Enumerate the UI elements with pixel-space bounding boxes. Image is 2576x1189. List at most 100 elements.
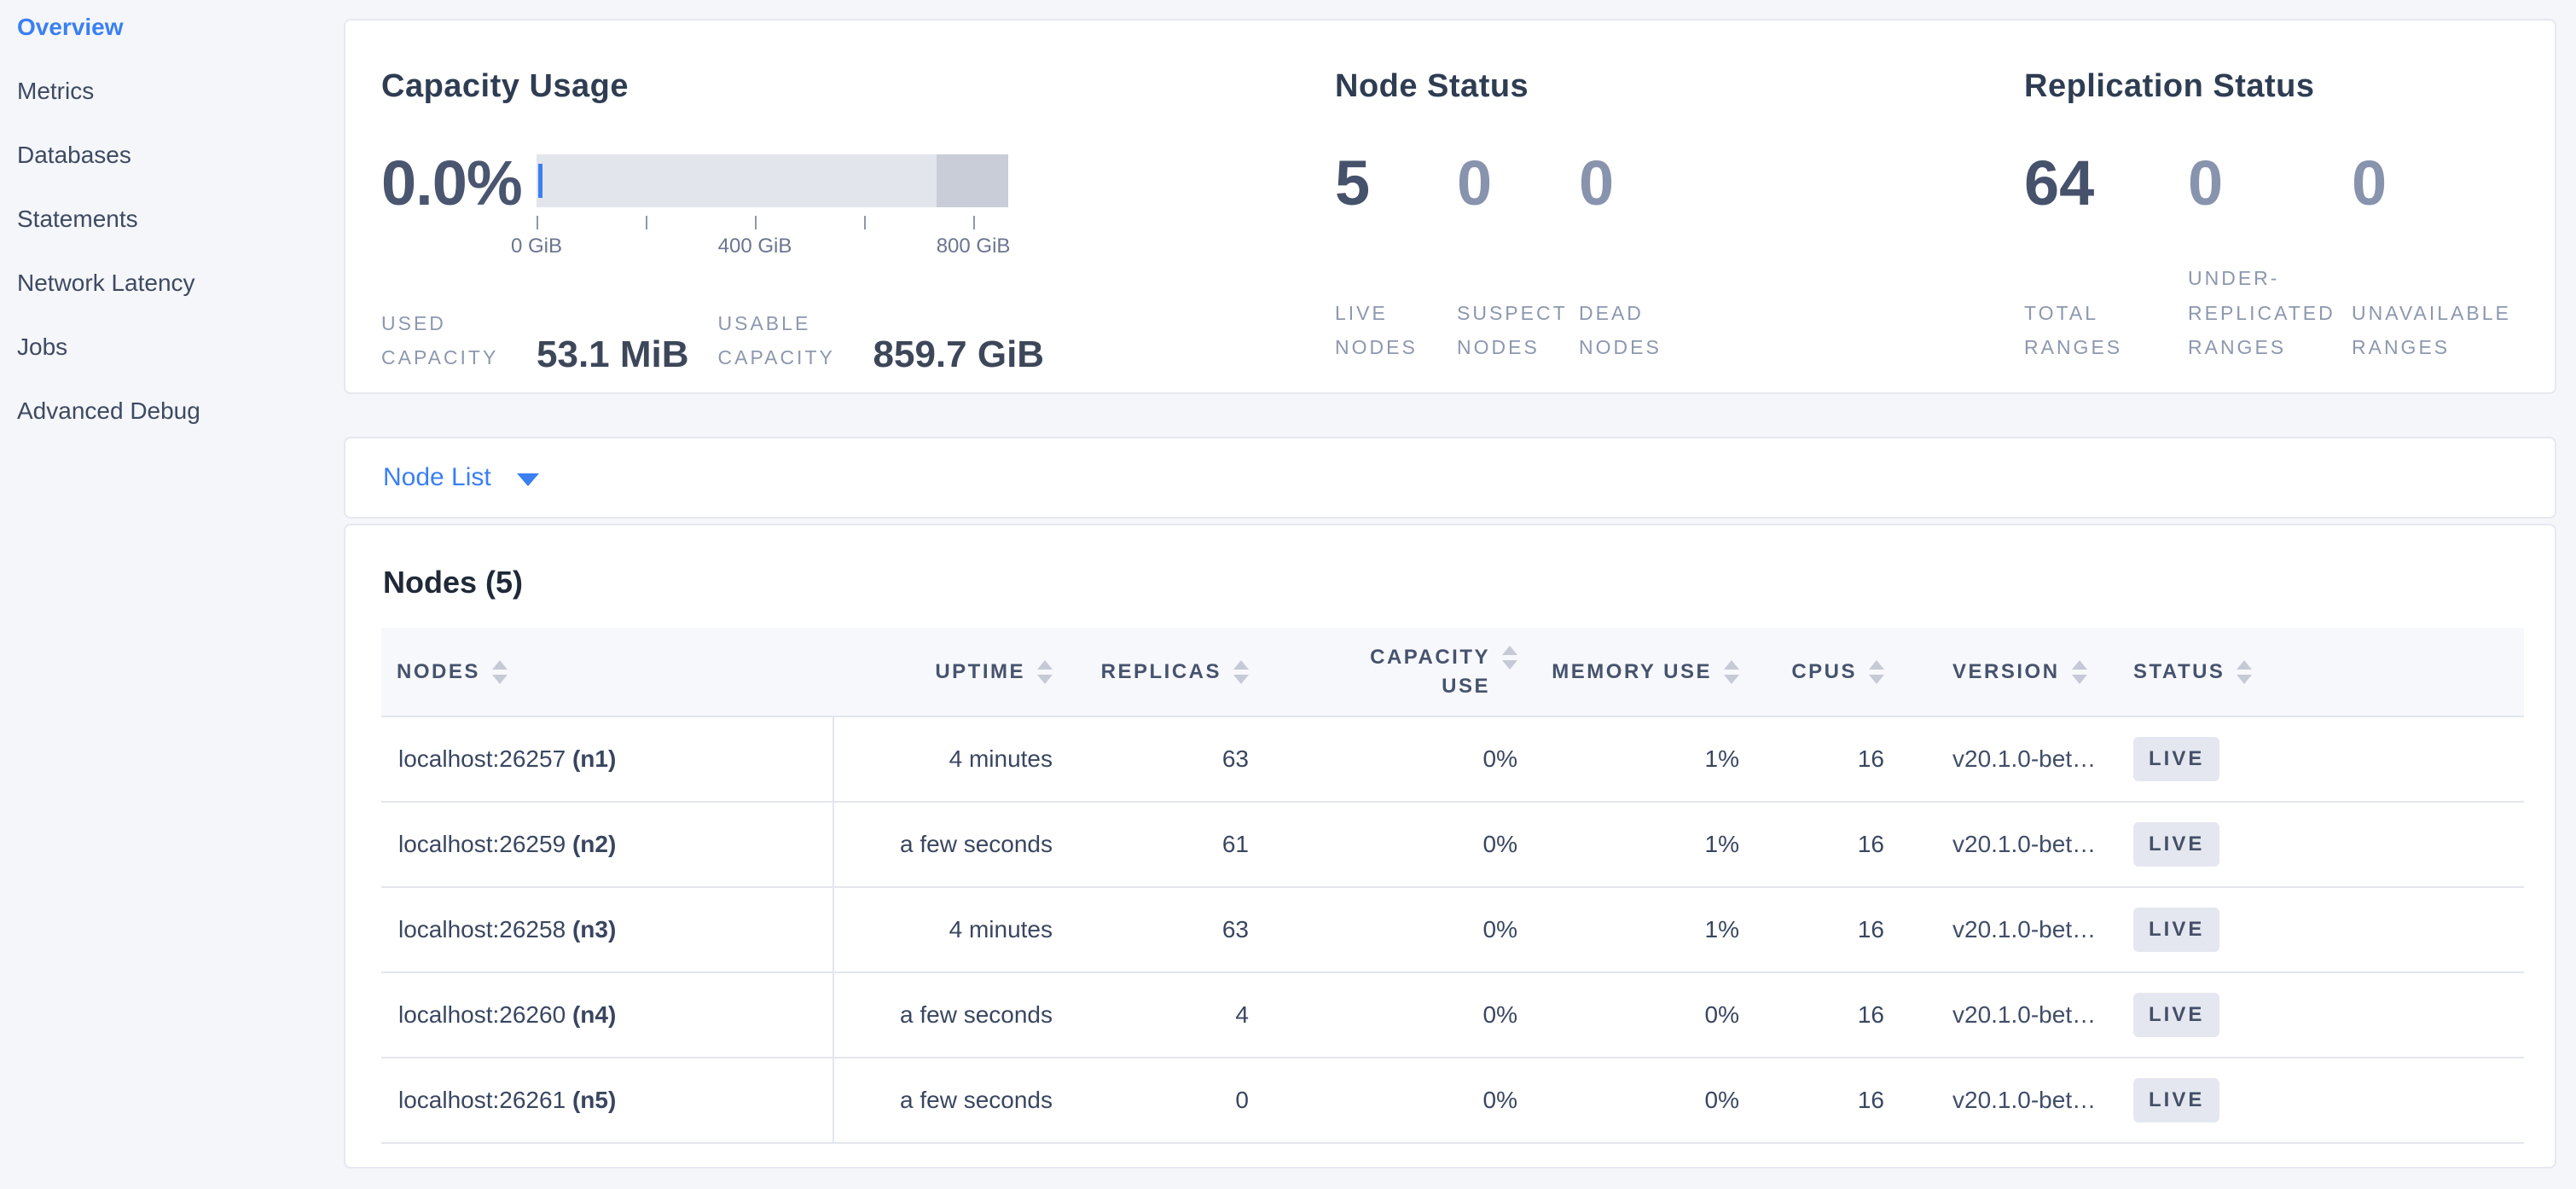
capacity-use-cell: 0%	[1482, 745, 1517, 772]
version-cell: v20.1.0-bet…	[1952, 1087, 2097, 1113]
sort-icon[interactable]	[1233, 659, 1249, 684]
version-cell: v20.1.0-bet…	[1952, 831, 2097, 857]
cpus-cell: 16	[1857, 916, 1884, 942]
capacity-used-percent: 0.0%	[381, 148, 523, 218]
sidebar-item-jobs[interactable]: Jobs	[17, 334, 68, 360]
column-header-memory-use[interactable]: MEMORY USE	[1517, 628, 1739, 716]
status-cell: LIVE	[2106, 887, 2524, 972]
sort-icon[interactable]	[491, 659, 508, 684]
table-header-row: NODES UPTIME REPLICAS CAPACITY USE MEMOR…	[381, 628, 2524, 716]
capacity-use-cell: 0%	[1482, 1087, 1517, 1113]
status-cell: LIVE	[2106, 972, 2524, 1058]
sort-icon[interactable]	[1869, 659, 1884, 684]
node-id: (n3)	[571, 916, 617, 942]
status-cell: LIVE	[2106, 1058, 2524, 1143]
uptime-cell: 4 minutes	[949, 916, 1053, 942]
under-replicated-ranges-count: 0	[2188, 148, 2224, 218]
sidebar-item-statements[interactable]: Statements	[17, 206, 138, 232]
nodes-table-card: Nodes (5) NODES UPTIME REPLICAS CAPACITY…	[344, 524, 2556, 1169]
axis-tick	[537, 216, 538, 229]
sort-icon[interactable]	[1037, 659, 1053, 684]
replicas-cell: 61	[1221, 831, 1249, 857]
live-nodes-label: LIVE NODES	[1335, 301, 1418, 358]
column-header-capacity-use[interactable]: CAPACITY USE	[1249, 628, 1517, 716]
nodes-table-heading: Nodes (5)	[383, 565, 524, 600]
sidebar-item-network-latency[interactable]: Network Latency	[17, 270, 195, 296]
column-header-uptime[interactable]: UPTIME	[833, 628, 1053, 716]
node-address-cell[interactable]: localhost:26259 (n2)	[381, 802, 834, 887]
capacity-bar-chart: 0 GiB 400 GiB 800 GiB	[511, 154, 1011, 267]
node-address-cell[interactable]: localhost:26260 (n4)	[381, 972, 834, 1058]
view-selector-card: Node List	[344, 437, 2556, 519]
status-cell: LIVE	[2106, 716, 2524, 802]
column-header-replicas[interactable]: REPLICAS	[1053, 628, 1249, 716]
usable-capacity-label: USABLE CAPACITY	[717, 312, 835, 369]
unavailable-ranges-count: 0	[2352, 148, 2387, 218]
cpus-cell: 16	[1857, 831, 1884, 857]
node-address-cell[interactable]: localhost:26258 (n3)	[381, 887, 834, 972]
axis-tick-label: 400 GiB	[717, 235, 792, 258]
capacity-bar-track	[537, 154, 1008, 207]
replicas-cell: 0	[1235, 1087, 1249, 1113]
axis-tick-label: 0 GiB	[510, 235, 563, 258]
capacity-bar-used-marker	[538, 164, 542, 198]
cluster-summary-card: Capacity Usage 0.0% 0 GiB 400 GiB 800 Gi…	[344, 19, 2556, 394]
used-capacity-label: USED CAPACITY	[381, 312, 499, 369]
suspect-nodes-count: 0	[1457, 148, 1493, 218]
column-header-version[interactable]: VERSION	[1884, 628, 2106, 716]
cpus-cell: 16	[1857, 1001, 1884, 1028]
uptime-cell: a few seconds	[900, 831, 1053, 857]
sidebar-item-databases[interactable]: Databases	[17, 142, 131, 168]
uptime-cell: a few seconds	[900, 1001, 1053, 1028]
unavailable-ranges-label: UNAVAILABLE RANGES	[2352, 301, 2511, 358]
table-row: localhost:26259 (n2) a few seconds 61 0%…	[381, 802, 2524, 887]
capacity-use-cell: 0%	[1482, 1001, 1517, 1028]
table-row: localhost:26257 (n1) 4 minutes 63 0% 1% …	[381, 716, 2524, 802]
sidebar-item-overview[interactable]: Overview	[17, 14, 124, 40]
sort-icon[interactable]	[1502, 645, 1517, 670]
sidebar-item-advanced-debug[interactable]: Advanced Debug	[17, 397, 200, 424]
column-header-cpus[interactable]: CPUS	[1739, 628, 1884, 716]
version-cell: v20.1.0-bet…	[1952, 916, 2097, 942]
table-row: localhost:26261 (n5) a few seconds 0 0% …	[381, 1058, 2524, 1143]
node-id: (n1)	[571, 745, 617, 772]
sort-icon[interactable]	[2237, 659, 2253, 684]
replicas-cell: 63	[1221, 916, 1249, 942]
replication-status-title: Replication Status	[2024, 68, 2315, 104]
capacity-use-cell: 0%	[1482, 831, 1517, 857]
usable-capacity-stat: USABLE CAPACITY 859.7 GiB	[718, 306, 1045, 375]
sort-icon[interactable]	[2071, 659, 2087, 684]
used-capacity-stat: USED CAPACITY 53.1 MiB	[381, 306, 689, 375]
node-address: localhost:26257	[398, 745, 566, 772]
version-cell: v20.1.0-bet…	[1952, 1001, 2097, 1028]
axis-tick	[864, 216, 867, 229]
node-address: localhost:26260	[398, 1001, 566, 1028]
column-label: CAPACITY USE	[1370, 645, 1490, 698]
status-badge: LIVE	[2133, 993, 2220, 1037]
column-label: REPLICAS	[1100, 659, 1221, 683]
axis-tick	[646, 216, 648, 229]
node-address-cell[interactable]: localhost:26257 (n1)	[381, 716, 834, 802]
sidebar-item-metrics[interactable]: Metrics	[17, 78, 95, 104]
uptime-cell: 4 minutes	[949, 745, 1053, 772]
column-header-nodes[interactable]: NODES	[381, 628, 833, 716]
dead-nodes-label: DEAD NODES	[1579, 301, 1662, 358]
node-id: (n2)	[571, 831, 617, 857]
column-label: UPTIME	[935, 659, 1025, 683]
table-row: localhost:26258 (n3) 4 minutes 63 0% 1% …	[381, 887, 2524, 972]
memory-use-cell: 1%	[1704, 745, 1739, 772]
replicas-cell: 63	[1221, 745, 1249, 772]
axis-tick	[755, 216, 757, 229]
sort-icon[interactable]	[1724, 659, 1739, 684]
nodes-table: NODES UPTIME REPLICAS CAPACITY USE MEMOR…	[381, 628, 2524, 1144]
used-capacity-value: 53.1 MiB	[537, 333, 689, 375]
axis-tick-label: 800 GiB	[936, 235, 1011, 258]
suspect-nodes-label: SUSPECT NODES	[1457, 301, 1568, 358]
axis-tick	[973, 216, 976, 229]
node-id: (n4)	[571, 1001, 617, 1028]
node-list-dropdown[interactable]: Node List	[383, 463, 539, 492]
chevron-down-icon	[516, 473, 539, 486]
node-address-cell[interactable]: localhost:26261 (n5)	[381, 1058, 834, 1143]
status-cell: LIVE	[2106, 802, 2524, 887]
column-header-status[interactable]: STATUS	[2106, 628, 2524, 716]
